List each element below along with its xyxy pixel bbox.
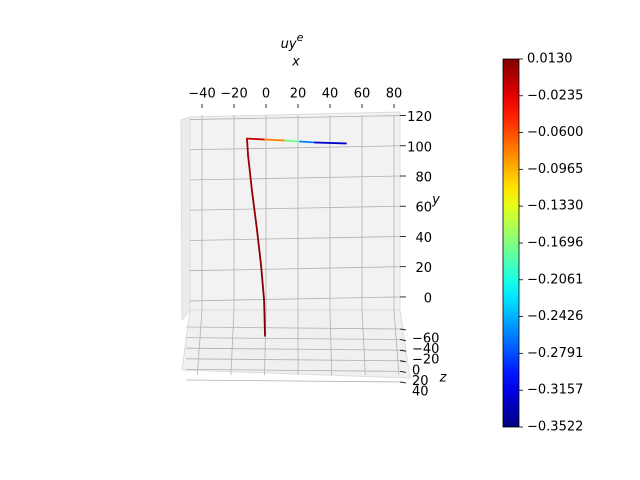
- grid-line: [264, 309, 267, 376]
- z-tick-label: 20: [412, 374, 429, 389]
- colorbar-tick-label: −0.3522: [527, 420, 583, 435]
- grid-line: [189, 236, 401, 241]
- grid-line: [189, 266, 401, 272]
- grid-line: [329, 309, 333, 376]
- grid-line: [189, 115, 401, 120]
- grid-line: [189, 205, 401, 211]
- grid-line: [185, 379, 405, 383]
- y-tick-label: 80: [415, 171, 432, 186]
- z-tick-label: −60: [412, 332, 439, 347]
- z-tick: [399, 381, 407, 384]
- z-tick: [399, 339, 407, 341]
- y-axis-label: y: [431, 193, 440, 208]
- title-superscript: e: [297, 31, 304, 44]
- grid-line: [230, 309, 235, 376]
- line-segment: [260, 264, 265, 301]
- line-segment: [246, 137, 266, 141]
- chart-title: uye: [281, 31, 304, 52]
- z-tick: [399, 349, 407, 352]
- grid-line: [361, 309, 366, 376]
- colorbar-tick-label: −0.0965: [527, 162, 583, 177]
- grid-line: [189, 145, 401, 151]
- colorbar-tick-label: −0.3157: [527, 383, 583, 398]
- line-segment: [251, 189, 258, 232]
- z-tick: [399, 371, 407, 373]
- grid-line: [185, 347, 405, 351]
- grid-line: [185, 369, 405, 372]
- y-tick-label: 40: [415, 231, 432, 246]
- z-tick: [399, 360, 407, 363]
- y-tick-label: 60: [415, 201, 432, 216]
- colorbar-tick-label: −0.2426: [527, 309, 583, 324]
- z-tick-label: 0: [412, 363, 420, 378]
- line-segment: [246, 137, 249, 157]
- x-axis-label: x: [291, 55, 300, 70]
- x-tick-label: 60: [354, 87, 371, 102]
- colorbar-tick-label: −0.1696: [527, 236, 583, 251]
- line-segment: [264, 138, 286, 142]
- colorbar-tick-label: −0.2061: [527, 272, 583, 287]
- x-tick-label: 40: [322, 87, 339, 102]
- grid-line: [185, 337, 405, 340]
- y-tick-label: 0: [424, 291, 432, 306]
- colorbar-tick-label: −0.2791: [527, 346, 583, 361]
- colorbar-tick-label: −0.1330: [527, 199, 583, 214]
- grid-line: [393, 309, 400, 376]
- x-tick-label: 0: [262, 87, 270, 102]
- side-pane: [180, 116, 191, 322]
- grid-line: [189, 296, 401, 302]
- line-segment: [263, 298, 266, 337]
- floor-pane: [181, 309, 411, 379]
- grid-line: [185, 358, 405, 362]
- z-tick-label: −40: [412, 342, 439, 357]
- line-segment: [247, 154, 253, 192]
- title-base: uy: [281, 37, 297, 52]
- grid-line: [189, 175, 401, 181]
- line-segment: [314, 141, 347, 145]
- colorbar-tick-label: 0.0130: [527, 52, 573, 67]
- line-segment: [256, 229, 262, 267]
- grid-line: [185, 326, 405, 330]
- colorbar: [502, 58, 520, 428]
- z-axis-label: z: [439, 371, 448, 386]
- line-segment: [284, 139, 301, 143]
- x-tick-label: −20: [220, 87, 247, 102]
- x-tick-label: −40: [188, 87, 215, 102]
- z-tick-label: −20: [412, 353, 439, 368]
- grid-line: [196, 309, 203, 376]
- y-tick-label: 20: [415, 261, 432, 276]
- y-tick-label: 120: [407, 110, 432, 125]
- x-tick-label: 80: [386, 87, 403, 102]
- z-tick: [399, 328, 407, 331]
- z-tick-label: 40: [412, 385, 429, 400]
- x-tick-label: 20: [290, 87, 307, 102]
- y-tick-label: 100: [407, 140, 432, 155]
- line-segment: [299, 140, 316, 144]
- colorbar-tick-label: −0.0235: [527, 88, 583, 103]
- colorbar-tick-label: −0.0600: [527, 125, 583, 140]
